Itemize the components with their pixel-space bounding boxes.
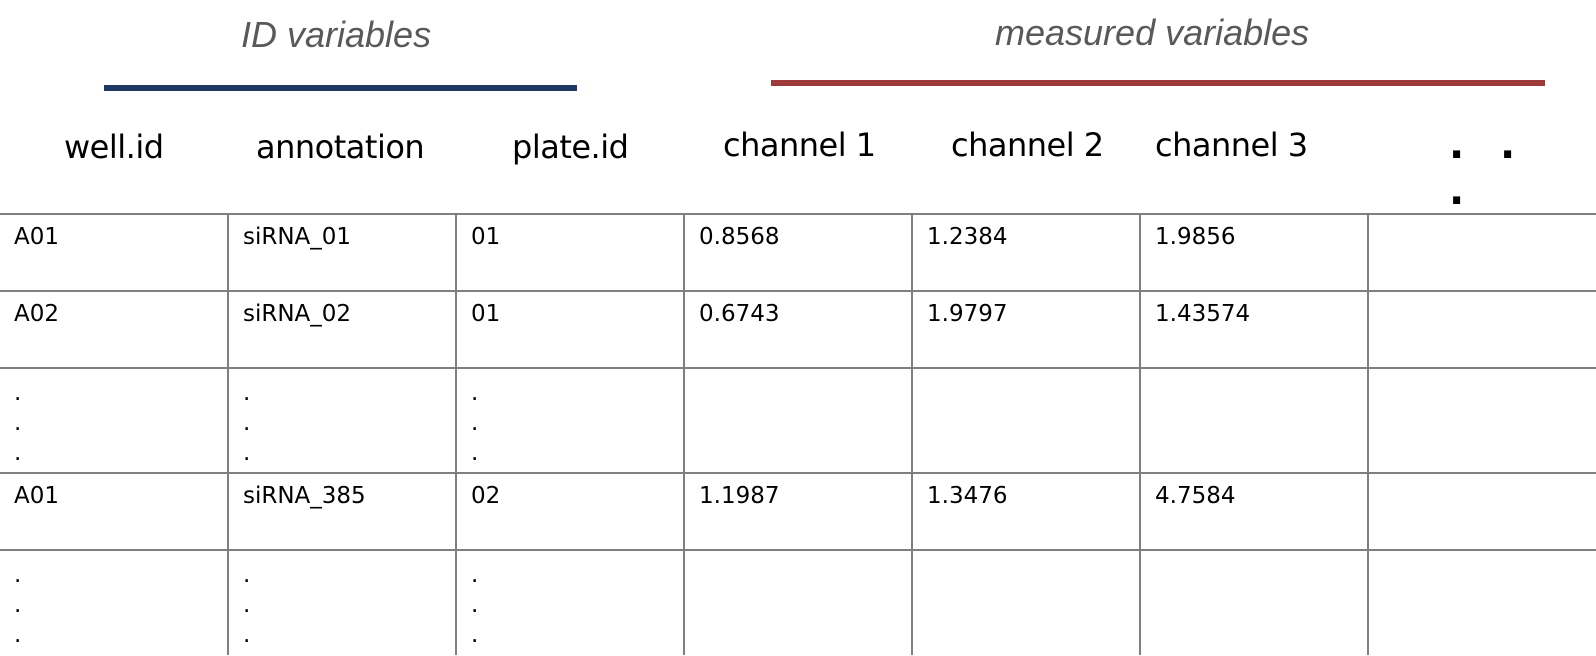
cell-channel-3: 1.9856 [1139, 213, 1369, 292]
cell-vertical-ellipsis: ... [455, 549, 685, 655]
cell-empty [911, 367, 1141, 474]
data-table: A01 siRNA_01 01 0.8568 1.2384 1.9856 A02… [0, 213, 1596, 655]
cell-annotation: siRNA_02 [227, 290, 457, 369]
table-row: A01 siRNA_01 01 0.8568 1.2384 1.9856 [0, 213, 1596, 292]
cell-empty [1367, 472, 1596, 551]
cell-channel-3: 1.43574 [1139, 290, 1369, 369]
table-row: A01 siRNA_385 02 1.1987 1.3476 4.7584 [0, 472, 1596, 551]
cell-annotation: siRNA_01 [227, 213, 457, 292]
header-channel-3: channel 3 [1155, 126, 1308, 164]
vdot: . [243, 440, 251, 466]
table-row-ellipsis: ... ... ... [0, 367, 1596, 474]
header-channel-1: channel 1 [723, 126, 876, 164]
cell-channel-1: 0.8568 [683, 213, 913, 292]
cell-plate-id: 01 [455, 213, 685, 292]
cell-vertical-ellipsis: ... [455, 367, 685, 474]
cell-vertical-ellipsis: ... [0, 549, 229, 655]
id-variables-title: ID variables [241, 14, 432, 55]
cell-channel-3: 4.7584 [1139, 472, 1369, 551]
cell-well-id: A01 [0, 472, 229, 551]
cell-well-id: A02 [0, 290, 229, 369]
ellipsis-dot: . [1500, 122, 1516, 168]
vdot: . [14, 440, 22, 466]
cell-vertical-ellipsis: ... [0, 367, 229, 474]
vdot: . [243, 562, 251, 588]
ellipsis-dot: . [1449, 168, 1465, 214]
cell-empty [1139, 367, 1369, 474]
vdot: . [243, 410, 251, 436]
cell-vertical-ellipsis: ... [227, 549, 457, 655]
cell-empty [911, 549, 1141, 655]
cell-vertical-ellipsis: ... [227, 367, 457, 474]
id-variables-bar [104, 85, 577, 91]
cell-channel-2: 1.9797 [911, 290, 1141, 369]
cell-empty [1367, 213, 1596, 292]
cell-plate-id: 02 [455, 472, 685, 551]
vdot: . [471, 440, 479, 466]
vdot: . [14, 592, 22, 618]
vdot: . [471, 380, 479, 406]
vdot: . [243, 622, 251, 648]
cell-channel-2: 1.2384 [911, 213, 1141, 292]
vdot: . [14, 410, 22, 436]
cell-empty [683, 549, 913, 655]
cell-annotation: siRNA_385 [227, 472, 457, 551]
cell-empty [1367, 367, 1596, 474]
table-row: A02 siRNA_02 01 0.6743 1.9797 1.43574 [0, 290, 1596, 369]
cell-empty [683, 367, 913, 474]
cell-plate-id: 01 [455, 290, 685, 369]
vdot: . [243, 592, 251, 618]
cell-channel-1: 1.1987 [683, 472, 913, 551]
vdot: . [14, 622, 22, 648]
vdot: . [471, 622, 479, 648]
vdot: . [471, 410, 479, 436]
cell-channel-1: 0.6743 [683, 290, 913, 369]
vdot: . [471, 592, 479, 618]
header-plate-id: plate.id [512, 128, 629, 166]
measured-variables-bar [771, 80, 1545, 86]
cell-empty [1367, 549, 1596, 655]
vdot: . [471, 562, 479, 588]
vdot: . [243, 380, 251, 406]
header-more-columns-ellipsis: ... [1449, 122, 1596, 214]
header-annotation: annotation [256, 128, 425, 166]
vdot: . [14, 562, 22, 588]
cell-empty [1139, 549, 1369, 655]
ellipsis-dot: . [1449, 122, 1465, 168]
measured-variables-title: measured variables [995, 12, 1310, 53]
header-well-id: well.id [64, 128, 164, 166]
table-row-ellipsis: ... ... ... [0, 549, 1596, 655]
cell-empty [1367, 290, 1596, 369]
vdot: . [14, 380, 22, 406]
cell-well-id: A01 [0, 213, 229, 292]
cell-channel-2: 1.3476 [911, 472, 1141, 551]
header-channel-2: channel 2 [951, 126, 1104, 164]
